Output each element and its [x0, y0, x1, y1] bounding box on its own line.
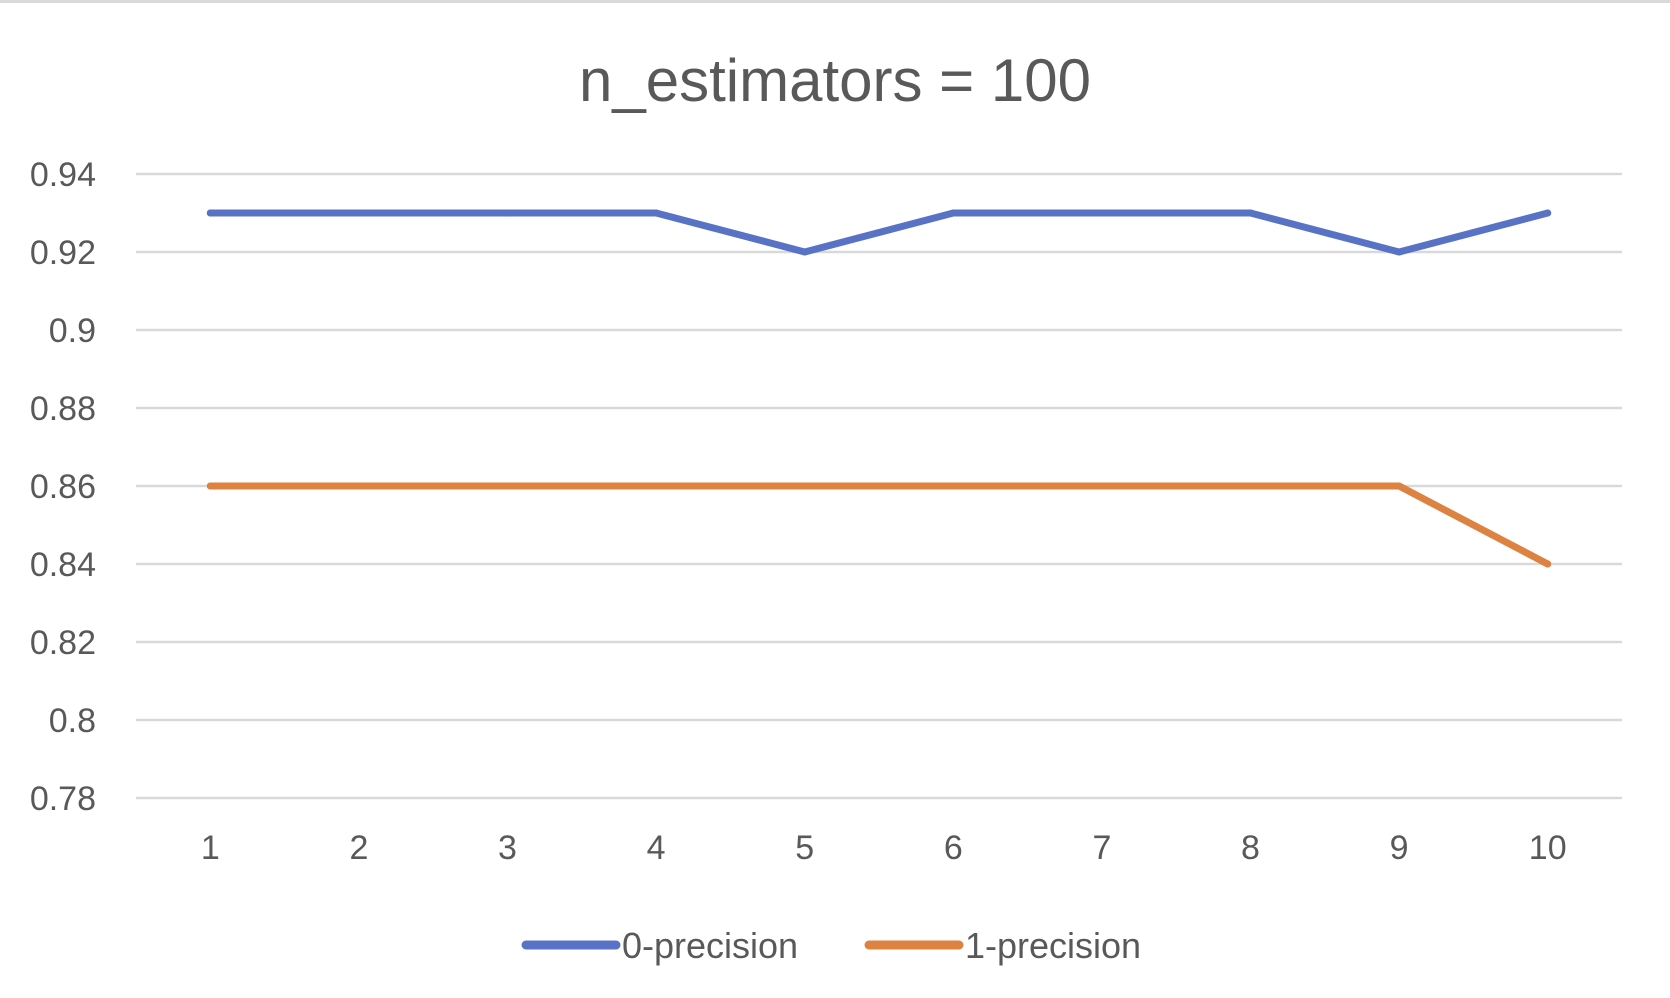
x-tick-label: 1 [201, 829, 220, 867]
legend[interactable]: 0-precision 1-precision [521, 925, 1141, 966]
x-tick-label: 3 [498, 829, 517, 867]
data-point[interactable] [1098, 482, 1106, 490]
x-axis-tick-labels: 1 2 3 4 5 6 7 8 9 10 [201, 829, 1567, 867]
x-tick-label: 5 [795, 829, 814, 867]
data-point[interactable] [652, 209, 660, 217]
legend-item-0-precision[interactable]: 0-precision [521, 925, 798, 966]
x-tick-label: 9 [1390, 829, 1409, 867]
data-point[interactable] [504, 482, 511, 490]
data-point[interactable] [355, 482, 363, 490]
y-tick-label: 0.82 [30, 624, 96, 662]
series-lines [206, 209, 1552, 568]
y-tick-label: 0.8 [49, 702, 96, 740]
legend-label: 0-precision [622, 925, 798, 966]
series-line-1-precision[interactable] [206, 482, 1552, 568]
data-point[interactable] [206, 209, 214, 217]
x-tick-label: 4 [647, 829, 666, 867]
y-tick-label: 0.78 [30, 780, 96, 818]
chart-title: n_estimators = 100 [579, 47, 1091, 114]
data-point[interactable] [1395, 482, 1403, 490]
x-tick-label: 7 [1092, 829, 1111, 867]
y-tick-label: 0.88 [30, 390, 96, 428]
data-point[interactable] [652, 482, 660, 490]
data-point[interactable] [801, 482, 809, 490]
y-tick-label: 0.84 [30, 546, 96, 584]
x-tick-label: 10 [1529, 829, 1567, 867]
x-tick-label: 2 [349, 829, 368, 867]
data-point[interactable] [1247, 482, 1254, 490]
y-tick-label: 0.86 [30, 468, 96, 506]
y-axis-tick-labels: 0.94 0.92 0.9 0.88 0.86 0.84 0.82 0.8 0.78 [30, 156, 96, 818]
data-point[interactable] [1544, 209, 1552, 217]
series-line-0-precision[interactable] [206, 209, 1552, 256]
y-tick-label: 0.94 [30, 156, 96, 194]
legend-item-1-precision[interactable]: 1-precision [864, 925, 1141, 966]
data-point[interactable] [1544, 560, 1552, 568]
y-tick-label: 0.9 [49, 312, 96, 350]
data-point[interactable] [949, 482, 957, 490]
data-point[interactable] [801, 248, 809, 256]
data-point[interactable] [949, 209, 957, 217]
data-point[interactable] [1247, 209, 1254, 217]
legend-label: 1-precision [965, 925, 1141, 966]
data-point[interactable] [355, 209, 363, 217]
x-tick-label: 8 [1241, 829, 1260, 867]
data-point[interactable] [1098, 209, 1106, 217]
x-tick-label: 6 [944, 829, 963, 867]
data-point[interactable] [1395, 248, 1403, 256]
data-point[interactable] [206, 482, 214, 490]
y-tick-label: 0.92 [30, 234, 96, 272]
line-chart: n_estimators = 100 0.940.920.90.880.860.… [30, 47, 1622, 966]
data-point[interactable] [504, 209, 511, 217]
